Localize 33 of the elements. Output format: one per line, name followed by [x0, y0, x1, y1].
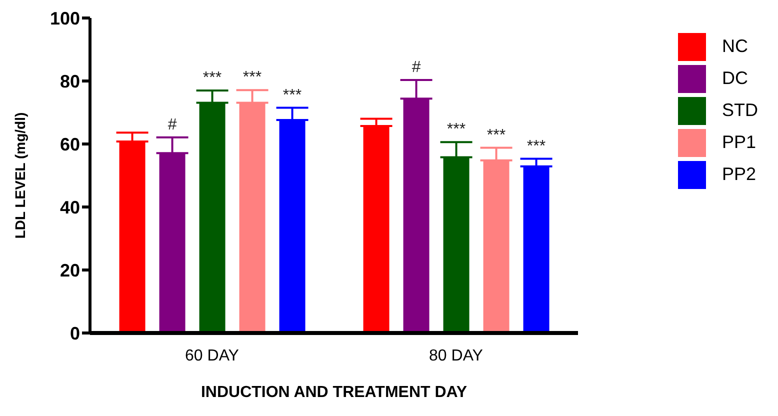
bar — [279, 120, 306, 333]
bar — [239, 102, 266, 333]
data-label: # — [168, 116, 177, 134]
legend-label: PP1 — [722, 132, 756, 152]
x-axis-title: INDUCTION AND TREATMENT DAY — [200, 384, 468, 401]
y-tick-label: 20 — [60, 260, 80, 280]
legend-label: NC — [722, 36, 748, 56]
bar — [483, 160, 510, 333]
bar — [403, 98, 430, 333]
data-label: *** — [526, 138, 546, 155]
y-tick-label: 0 — [70, 323, 80, 344]
legend-label: STD — [722, 100, 758, 120]
x-tick-label: 60 DAY — [185, 347, 240, 364]
data-label: *** — [282, 86, 302, 104]
data-label: *** — [242, 69, 262, 86]
x-tick-label: 80 DAY — [429, 347, 484, 364]
bar — [199, 102, 226, 333]
y-axis-title: LDL LEVEL (mg/dl) — [12, 112, 28, 239]
y-tick-label: 60 — [60, 134, 80, 154]
bar — [159, 153, 186, 333]
legend-label: DC — [722, 68, 748, 88]
data-label: *** — [486, 126, 506, 144]
y-tick-label: 80 — [60, 71, 80, 92]
bar — [363, 126, 390, 333]
data-label: *** — [446, 121, 466, 138]
bar — [119, 141, 146, 333]
bar — [443, 157, 470, 333]
y-tick-label: 40 — [60, 197, 80, 218]
legend-label: PP2 — [722, 164, 756, 184]
y-tick-label: 100 — [50, 8, 80, 28]
data-label: *** — [202, 69, 222, 86]
data-label: # — [412, 59, 421, 76]
bar — [523, 166, 550, 333]
